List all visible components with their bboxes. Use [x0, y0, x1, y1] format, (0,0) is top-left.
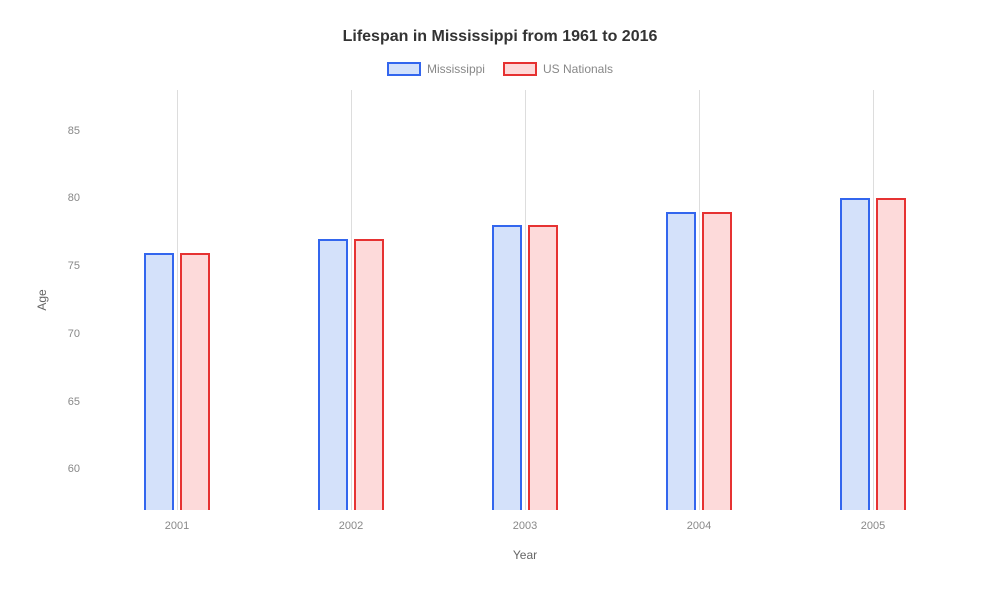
bar-us-nationals	[354, 239, 384, 510]
bar-mississippi	[144, 253, 174, 510]
y-tick-label: 85	[68, 125, 80, 137]
x-tick-label: 2001	[165, 520, 189, 532]
legend-swatch-mississippi	[387, 62, 421, 76]
legend-item-mississippi: Mississippi	[387, 62, 485, 76]
chart-container: Lifespan in Mississippi from 1961 to 201…	[0, 0, 1000, 600]
x-axis-label: Year	[513, 548, 537, 562]
grid-line	[177, 90, 178, 510]
bar-mississippi	[492, 225, 522, 510]
y-tick-label: 65	[68, 396, 80, 408]
y-axis-label: Age	[35, 289, 49, 310]
grid-line	[351, 90, 352, 510]
x-tick-label: 2002	[339, 520, 363, 532]
grid-line	[873, 90, 874, 510]
grid-line	[699, 90, 700, 510]
legend-label-mississippi: Mississippi	[427, 62, 485, 76]
legend-item-us-nationals: US Nationals	[503, 62, 613, 76]
x-tick-label: 2004	[687, 520, 711, 532]
bar-us-nationals	[180, 253, 210, 510]
bar-us-nationals	[702, 212, 732, 510]
legend-swatch-us-nationals	[503, 62, 537, 76]
bar-mississippi	[840, 198, 870, 510]
bar-us-nationals	[876, 198, 906, 510]
plot-area: 60657075808520012002200320042005	[90, 90, 960, 510]
legend: Mississippi US Nationals	[0, 62, 1000, 76]
bar-us-nationals	[528, 225, 558, 510]
bar-mississippi	[666, 212, 696, 510]
y-tick-label: 70	[68, 328, 80, 340]
x-tick-label: 2003	[513, 520, 537, 532]
x-tick-label: 2005	[861, 520, 885, 532]
y-tick-label: 80	[68, 192, 80, 204]
bar-mississippi	[318, 239, 348, 510]
chart-title: Lifespan in Mississippi from 1961 to 201…	[0, 28, 1000, 46]
y-tick-label: 60	[68, 463, 80, 475]
legend-label-us-nationals: US Nationals	[543, 62, 613, 76]
grid-line	[525, 90, 526, 510]
y-tick-label: 75	[68, 260, 80, 272]
